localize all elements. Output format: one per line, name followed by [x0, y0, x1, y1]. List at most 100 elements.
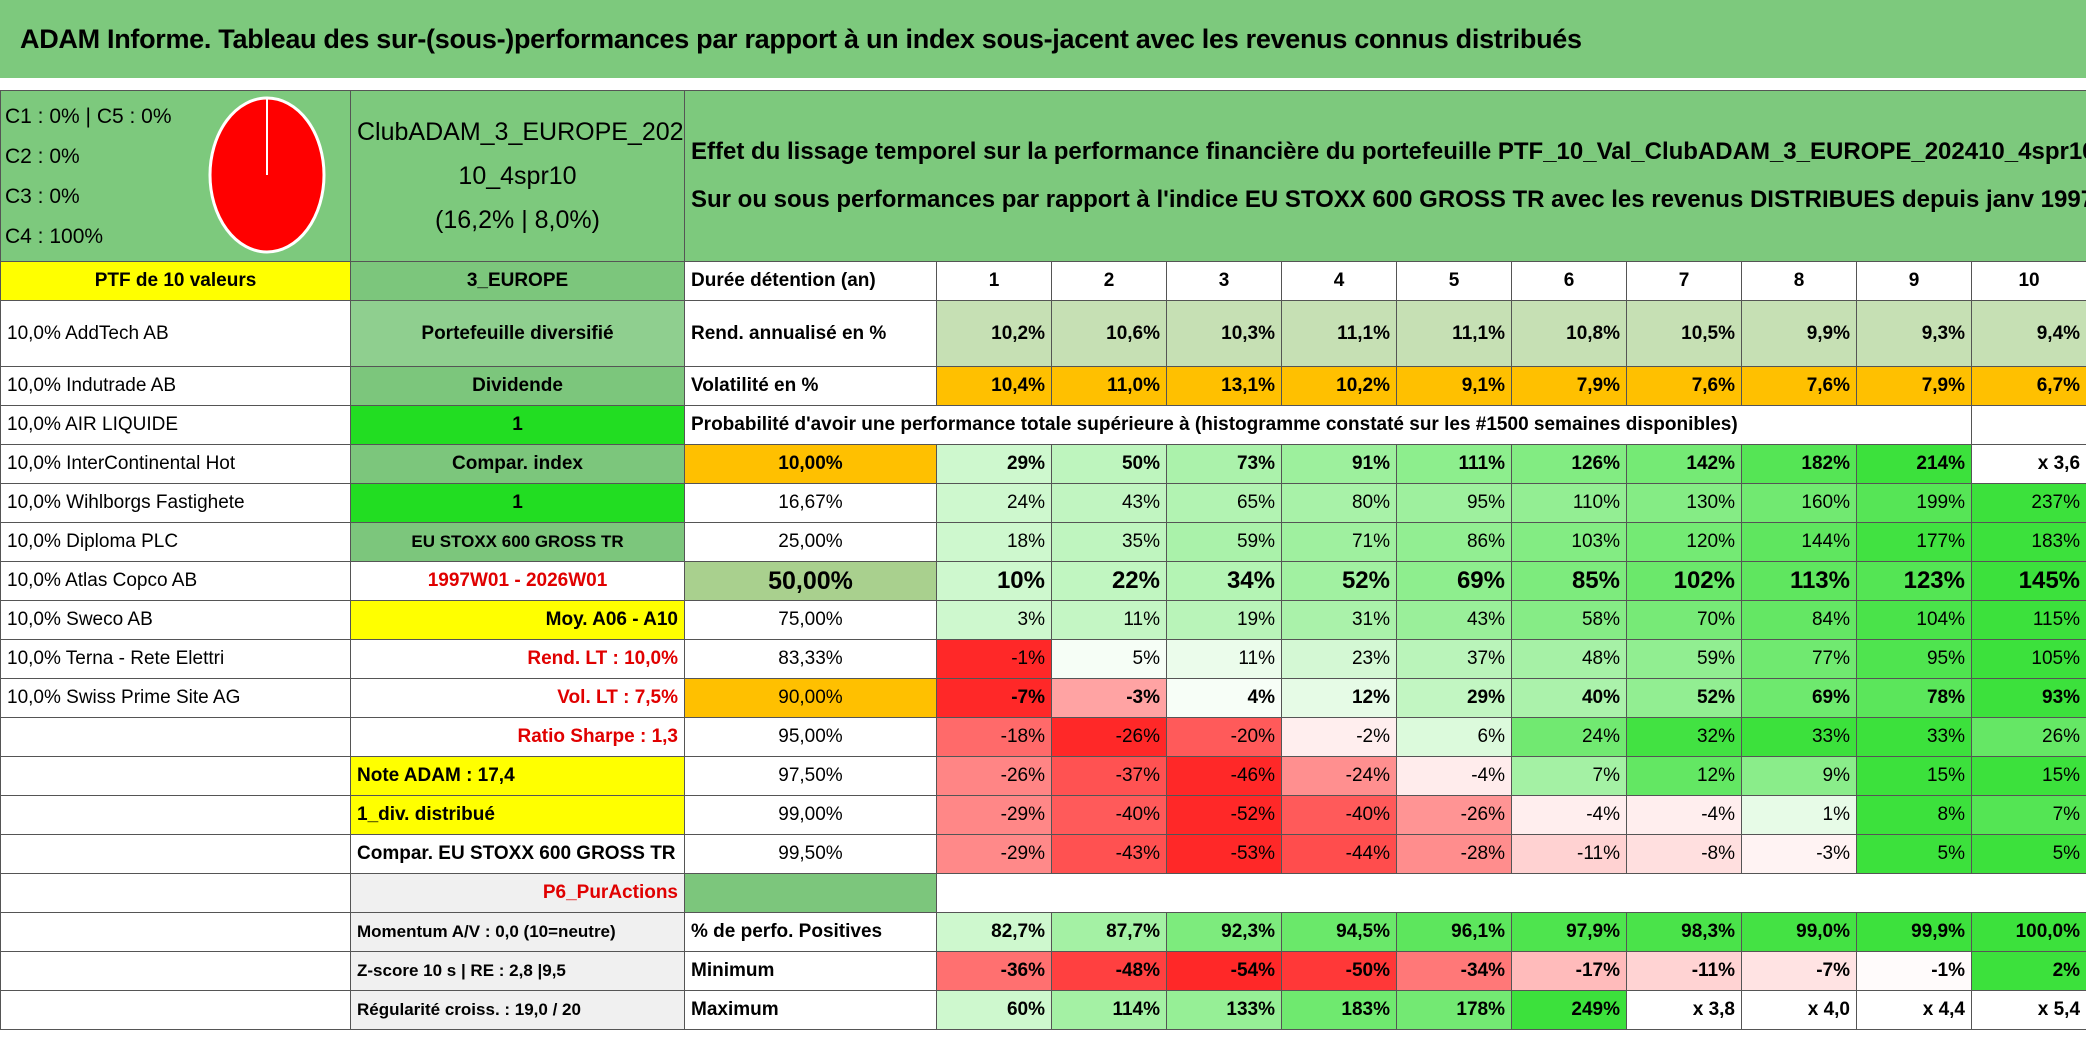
- parameter: Compar. index: [350, 444, 685, 484]
- holding: 10,0% InterContinental Hot: [0, 444, 351, 484]
- value-cell: 33%: [1856, 717, 1972, 757]
- value-cell: 10,2%: [1281, 366, 1397, 406]
- row-label: 50,00%: [684, 561, 937, 601]
- holding: [0, 990, 351, 1030]
- parameter: EU STOXX 600 GROSS TR: [350, 522, 685, 562]
- value-cell: 77%: [1741, 639, 1857, 679]
- value-cell: 11,0%: [1051, 366, 1167, 406]
- legend-entry: C2 : 0%: [5, 145, 80, 168]
- holding: [0, 717, 351, 757]
- value-cell: [1970, 405, 2086, 445]
- value-cell: 126%: [1511, 444, 1627, 484]
- value-cell: 7,9%: [1856, 366, 1972, 406]
- value-cell: 1: [936, 261, 1052, 301]
- row-label: Durée détention (an): [684, 261, 937, 301]
- value-cell: 48%: [1511, 639, 1627, 679]
- value-cell: 9,1%: [1396, 366, 1512, 406]
- header-row: C1 : 0% | C5 : 0% C2 : 0% C3 : 0% C4 : 100%…: [0, 90, 2086, 262]
- report-title: ADAM Informe. Tableau des sur-(sous-)per…: [0, 0, 2086, 78]
- value-cell: -7%: [1741, 951, 1857, 991]
- value-cell: 8: [1741, 261, 1857, 301]
- value-cell: x 5,4: [1970, 990, 2086, 1030]
- value-cell: 6,7%: [1970, 366, 2086, 406]
- table-row: 10,0% Diploma PLC EU STOXX 600 GROSS TR 25…: [0, 522, 2086, 562]
- parameter: 3_EUROPE: [350, 261, 685, 301]
- table-row: Z-score 10 s | RE : 2,8 |9,5 Minimum -36% -…: [0, 951, 2086, 991]
- value-cell: -26%: [1051, 717, 1167, 757]
- value-cell: 10: [1970, 261, 2086, 301]
- row-label: 75,00%: [684, 600, 937, 640]
- value-cell: x 3,8: [1626, 990, 1742, 1030]
- value-cell: 84%: [1741, 600, 1857, 640]
- value-cell: 52%: [1281, 561, 1397, 601]
- table-row: Régularité croiss. : 19,0 / 20 Maximum 60%…: [0, 990, 2086, 1030]
- value-cell: 98,3%: [1626, 912, 1742, 952]
- value-cell: 99,9%: [1856, 912, 1972, 952]
- value-cell: 10%: [936, 561, 1052, 601]
- value-cell: 105%: [1970, 639, 2086, 679]
- value-cell: 5: [1396, 261, 1512, 301]
- value-cell: 69%: [1741, 678, 1857, 718]
- value-cell: 95%: [1396, 483, 1512, 523]
- value-cell: 82,7%: [936, 912, 1052, 952]
- value-cell: 99,0%: [1741, 912, 1857, 952]
- value-cell: 80%: [1281, 483, 1397, 523]
- value-cell: 11%: [1051, 600, 1167, 640]
- value-cell: 29%: [1396, 678, 1512, 718]
- value-cell: x 4,0: [1741, 990, 1857, 1030]
- table-row: Compar. EU STOXX 600 GROSS TR 99,50% -29% -…: [0, 834, 2086, 874]
- holding: 10,0% Sweco AB: [0, 600, 351, 640]
- table-row: Momentum A/V : 0,0 (10=neutre)% de perfo…: [0, 912, 2086, 952]
- value-cell: 4: [1281, 261, 1397, 301]
- value-cell: -36%: [936, 951, 1052, 991]
- value-cell: 50%: [1051, 444, 1167, 484]
- parameter: 1_div. distribué: [350, 795, 685, 835]
- value-cell: x 4,4: [1856, 990, 1972, 1030]
- value-cell: 60%: [936, 990, 1052, 1030]
- value-cell: 91%: [1281, 444, 1397, 484]
- value-cell: -17%: [1511, 951, 1627, 991]
- value-cell: 144%: [1741, 522, 1857, 562]
- value-cell: 104%: [1856, 600, 1972, 640]
- value-cell: 160%: [1741, 483, 1857, 523]
- row-label: Probabilité d'avoir une performance tota…: [684, 405, 1972, 445]
- value-cell: 6%: [1396, 717, 1512, 757]
- value-cell: -46%: [1166, 756, 1282, 796]
- value-cell: 114%: [1051, 990, 1167, 1030]
- value-cell: -53%: [1166, 834, 1282, 874]
- value-cell: 123%: [1856, 561, 1972, 601]
- spacer: [0, 78, 2086, 90]
- value-cell: -1%: [1856, 951, 1972, 991]
- value-cell: 10,8%: [1511, 300, 1627, 367]
- value-cell: 10,6%: [1051, 300, 1167, 367]
- value-cell: 11,1%: [1281, 300, 1397, 367]
- legend-entry: C4 : 100%: [5, 225, 104, 248]
- value-cell: 97,9%: [1511, 912, 1627, 952]
- value-cell: 9%: [1741, 756, 1857, 796]
- table-row: 10,0% Atlas Copco AB 1997W01 - 2026W01 50,…: [0, 561, 2086, 601]
- value-cell: -29%: [936, 795, 1052, 835]
- value-cell: 95%: [1856, 639, 1972, 679]
- value-cell: 145%: [1970, 561, 2086, 601]
- value-cell: 35%: [1051, 522, 1167, 562]
- value-cell: -8%: [1626, 834, 1742, 874]
- value-cell: 142%: [1626, 444, 1742, 484]
- value-cell: 199%: [1856, 483, 1972, 523]
- value-cell: -52%: [1166, 795, 1282, 835]
- row-label: 16,67%: [684, 483, 937, 523]
- value-cell: 13,1%: [1166, 366, 1282, 406]
- value-cell: 92,3%: [1166, 912, 1282, 952]
- value-cell: 115%: [1970, 600, 2086, 640]
- value-cell: 87,7%: [1051, 912, 1167, 952]
- table-row: 10,0% InterContinental Hot Compar. index 1…: [0, 444, 2086, 484]
- parameter: Portefeuille diversifié: [350, 300, 685, 367]
- value-cell: 183%: [1970, 522, 2086, 562]
- value-cell: 58%: [1511, 600, 1627, 640]
- value-cell: 9,3%: [1856, 300, 1972, 367]
- value-cell: 2: [1051, 261, 1167, 301]
- value-cell: 237%: [1970, 483, 2086, 523]
- value-cell: -1%: [936, 639, 1052, 679]
- value-cell: 102%: [1626, 561, 1742, 601]
- parameter: Vol. LT : 7,5%: [350, 678, 685, 718]
